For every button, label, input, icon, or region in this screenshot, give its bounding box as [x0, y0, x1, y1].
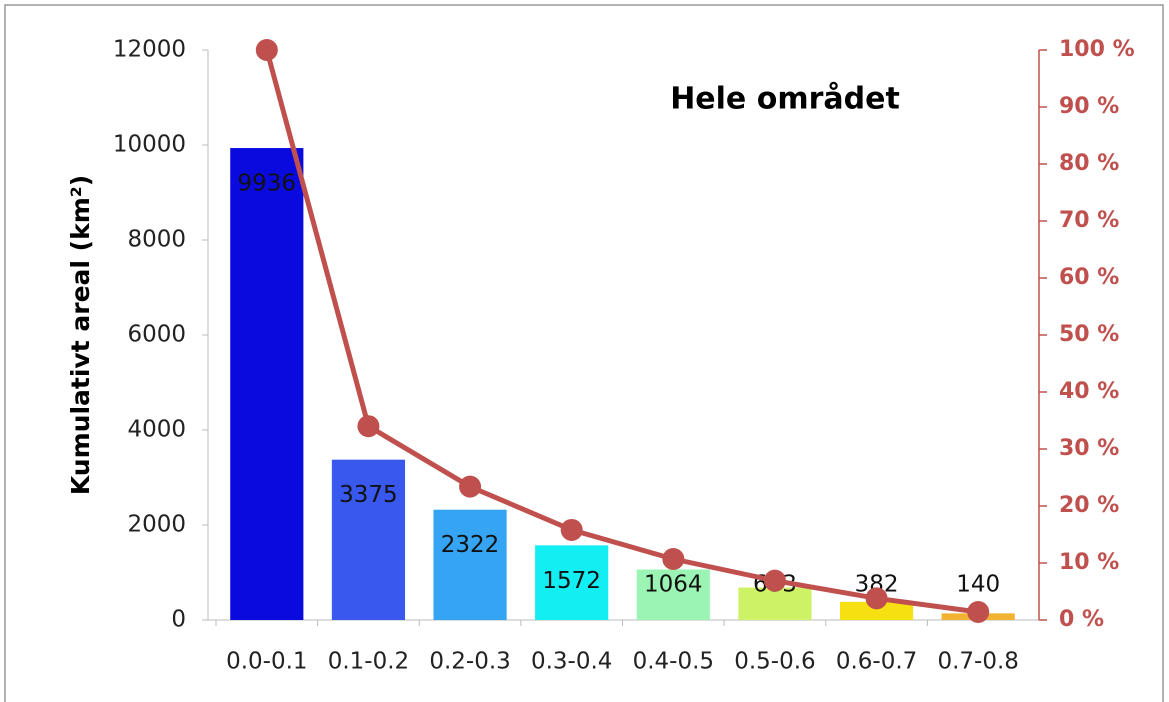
data-label: 3375: [339, 482, 398, 508]
y2-tick-label: 20 %: [1059, 493, 1119, 518]
line-marker: [459, 475, 482, 498]
y2-tick-label: 80 %: [1059, 151, 1119, 176]
y-tick-label: 6000: [127, 322, 186, 348]
line-marker: [560, 518, 583, 541]
bar: [535, 545, 609, 620]
data-label: 1572: [542, 568, 601, 594]
y2-tick-label: 100 %: [1059, 37, 1135, 62]
line-marker: [357, 415, 380, 438]
x-tick-label: 0.4-0.5: [633, 649, 714, 675]
y-tick-label: 2000: [127, 512, 186, 538]
x-tick-label: 0.3-0.4: [531, 649, 612, 675]
y-tick-label: 4000: [127, 417, 186, 443]
y2-tick-label: 0 %: [1059, 607, 1104, 632]
x-tick-label: 0.5-0.6: [734, 649, 815, 675]
data-label: 1064: [644, 572, 703, 598]
x-tick-label: 0.1-0.2: [328, 649, 409, 675]
y2-tick-label: 40 %: [1059, 379, 1119, 404]
y-tick-label: 10000: [113, 132, 186, 158]
y2-tick-label: 60 %: [1059, 265, 1119, 290]
line-marker: [865, 587, 888, 610]
y2-tick-label: 50 %: [1059, 322, 1119, 347]
bar: [738, 587, 812, 620]
x-tick-label: 0.2-0.3: [429, 649, 510, 675]
frame: [4, 4, 1164, 702]
line-marker: [662, 548, 685, 571]
line-marker: [763, 569, 786, 592]
y2-tick-label: 90 %: [1059, 94, 1119, 119]
x-tick-label: 0.7-0.8: [937, 649, 1018, 675]
y2-tick-label: 10 %: [1059, 550, 1119, 575]
bar: [331, 459, 406, 620]
y-tick-label: 12000: [113, 37, 186, 63]
x-tick-label: 0.0-0.1: [226, 649, 307, 675]
chart-title: Hele området: [670, 81, 900, 117]
y-tick-label: 0: [171, 607, 186, 633]
bar: [636, 569, 710, 620]
y2-tick-label: 70 %: [1059, 208, 1119, 233]
line: [264, 49, 979, 615]
data-label: 2322: [441, 532, 500, 558]
line-marker: [967, 601, 990, 624]
data-label: 140: [956, 572, 1000, 598]
y-axis-label: Kumulativt areal (km²): [66, 175, 95, 495]
line-marker: [255, 39, 278, 61]
y-tick-label: 8000: [127, 227, 186, 253]
x-tick-label: 0.6-0.7: [836, 649, 917, 675]
bar: [230, 148, 304, 621]
data-label: 9936: [238, 171, 297, 197]
bar: [839, 601, 914, 620]
y2-tick-label: 30 %: [1059, 436, 1119, 461]
bar: [433, 509, 507, 620]
